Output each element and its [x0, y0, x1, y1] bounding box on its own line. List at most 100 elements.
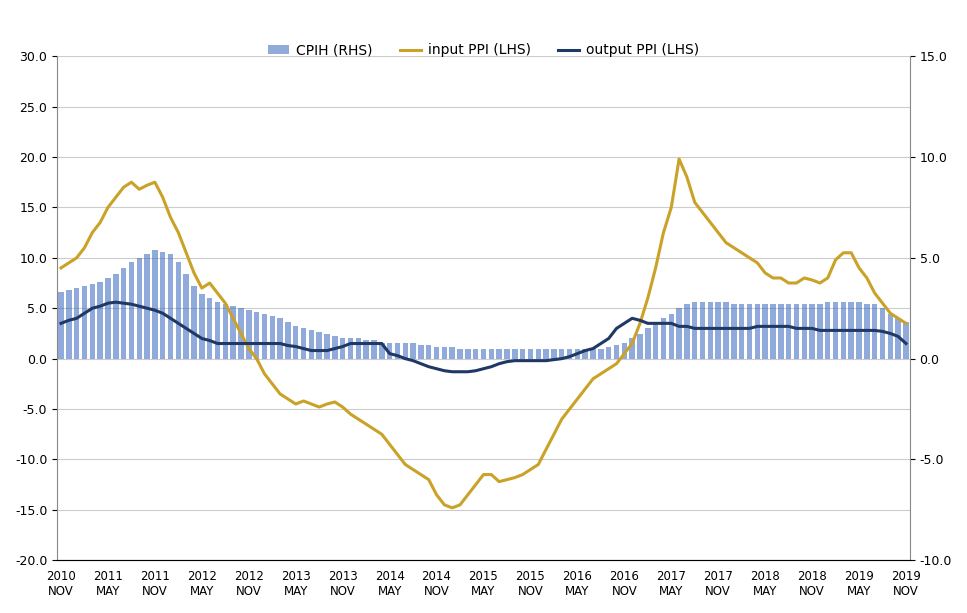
- Bar: [262, 314, 267, 359]
- Bar: [833, 302, 838, 359]
- Bar: [551, 349, 557, 359]
- Bar: [786, 304, 791, 359]
- Bar: [238, 308, 244, 359]
- Bar: [364, 340, 368, 359]
- Bar: [739, 304, 745, 359]
- Bar: [332, 337, 337, 359]
- Bar: [316, 332, 322, 359]
- Bar: [230, 306, 236, 359]
- Bar: [864, 304, 869, 359]
- Bar: [825, 302, 831, 359]
- Bar: [160, 252, 165, 359]
- Bar: [574, 349, 580, 359]
- Bar: [660, 318, 666, 359]
- Bar: [778, 304, 783, 359]
- Bar: [723, 302, 729, 359]
- Bar: [559, 349, 565, 359]
- Bar: [840, 302, 846, 359]
- Bar: [199, 294, 205, 359]
- Bar: [653, 322, 659, 359]
- Bar: [418, 345, 424, 359]
- Bar: [215, 302, 220, 359]
- Bar: [504, 349, 510, 359]
- Bar: [536, 349, 541, 359]
- Bar: [590, 349, 596, 359]
- Bar: [371, 340, 377, 359]
- Bar: [754, 304, 760, 359]
- Bar: [668, 314, 674, 359]
- Bar: [496, 349, 502, 359]
- Bar: [903, 322, 909, 359]
- Bar: [857, 302, 862, 359]
- Bar: [880, 308, 885, 359]
- Bar: [136, 258, 142, 359]
- Bar: [442, 346, 447, 359]
- Bar: [685, 304, 689, 359]
- Bar: [207, 298, 213, 359]
- Bar: [66, 290, 72, 359]
- Bar: [387, 343, 393, 359]
- Bar: [58, 292, 64, 359]
- Bar: [176, 262, 181, 359]
- Bar: [82, 286, 87, 359]
- Bar: [144, 254, 150, 359]
- Bar: [379, 343, 385, 359]
- Bar: [895, 318, 901, 359]
- Bar: [599, 349, 603, 359]
- Bar: [434, 346, 439, 359]
- Bar: [582, 349, 588, 359]
- Bar: [395, 343, 400, 359]
- Bar: [105, 278, 110, 359]
- Bar: [152, 249, 158, 359]
- Bar: [168, 254, 173, 359]
- Bar: [614, 345, 619, 359]
- Bar: [73, 288, 79, 359]
- Bar: [606, 346, 611, 359]
- Bar: [708, 302, 713, 359]
- Bar: [113, 274, 119, 359]
- Bar: [402, 343, 408, 359]
- Bar: [184, 274, 189, 359]
- Bar: [802, 304, 807, 359]
- Bar: [308, 330, 314, 359]
- Bar: [348, 338, 353, 359]
- Bar: [324, 335, 330, 359]
- Bar: [457, 349, 463, 359]
- Bar: [270, 316, 275, 359]
- Bar: [426, 345, 431, 359]
- Bar: [465, 349, 471, 359]
- Bar: [488, 349, 494, 359]
- Bar: [98, 282, 103, 359]
- Bar: [872, 304, 877, 359]
- Bar: [543, 349, 549, 359]
- Bar: [700, 302, 705, 359]
- Bar: [450, 346, 454, 359]
- Bar: [410, 343, 416, 359]
- Bar: [191, 286, 196, 359]
- Bar: [278, 318, 282, 359]
- Bar: [473, 349, 479, 359]
- Bar: [246, 310, 251, 359]
- Bar: [528, 349, 533, 359]
- Bar: [716, 302, 721, 359]
- Bar: [293, 326, 299, 359]
- Bar: [848, 302, 854, 359]
- Bar: [285, 322, 291, 359]
- Bar: [762, 304, 768, 359]
- Bar: [747, 304, 752, 359]
- Bar: [481, 349, 486, 359]
- Bar: [513, 349, 517, 359]
- Bar: [129, 262, 134, 359]
- Bar: [340, 338, 345, 359]
- Bar: [676, 308, 682, 359]
- Bar: [121, 268, 127, 359]
- Bar: [520, 349, 525, 359]
- Bar: [794, 304, 799, 359]
- Bar: [817, 304, 823, 359]
- Bar: [567, 349, 572, 359]
- Bar: [356, 338, 361, 359]
- Bar: [622, 343, 627, 359]
- Bar: [222, 304, 228, 359]
- Bar: [90, 284, 95, 359]
- Bar: [809, 304, 815, 359]
